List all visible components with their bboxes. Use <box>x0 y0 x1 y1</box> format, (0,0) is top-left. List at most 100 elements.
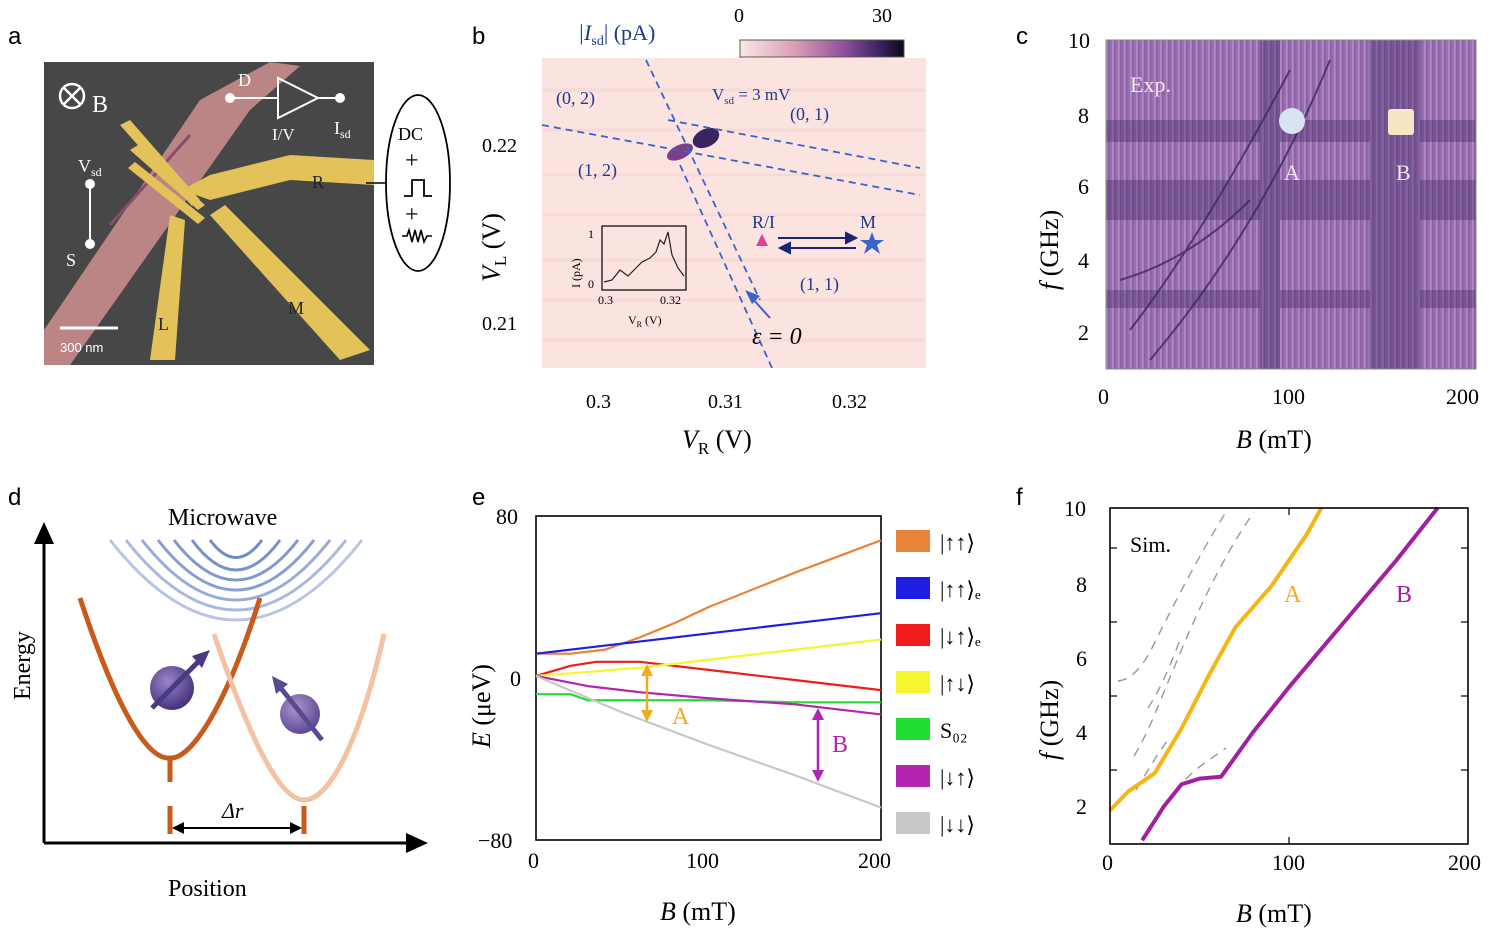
e-legend-swatch-3 <box>896 671 930 693</box>
panel-a: B D I/V Isd Vsd S R L M 300 nm DC + + <box>44 62 451 365</box>
plus-1: + <box>405 148 419 174</box>
e-ytick-neg80: −80 <box>478 828 512 853</box>
microwave-label: Microwave <box>168 505 277 531</box>
e-xtick-100: 100 <box>686 848 719 873</box>
gate-signal-box <box>385 94 451 272</box>
label-D: D <box>238 70 251 90</box>
right-well <box>211 633 387 803</box>
panel-label-f: f <box>1016 484 1023 511</box>
inset-xtick-2: 0.32 <box>660 293 681 307</box>
field-in-icon <box>58 82 86 110</box>
e-legend-label-0: |↑↑⟩ <box>940 530 975 555</box>
inset-ytick-1: 1 <box>588 227 594 241</box>
e-xtick-200: 200 <box>858 848 891 873</box>
c-xlabel: B (mT) <box>1236 425 1312 454</box>
c-xtick-0: 0 <box>1098 384 1109 409</box>
charge-boundaries <box>541 59 921 369</box>
f-xtick-200: 200 <box>1448 850 1481 875</box>
inset-xtick-1: 0.3 <box>598 293 613 307</box>
panel-c: Exp. A B 0 100 200 10 8 6 4 2 B (mT) f (… <box>1035 28 1479 454</box>
label-L: L <box>158 314 169 334</box>
panel-label-d: d <box>8 484 21 511</box>
f-label-a: A <box>1284 582 1302 608</box>
e-ytick-80: 80 <box>496 504 518 529</box>
c-xtick-200: 200 <box>1446 384 1479 409</box>
e-legend-swatch-2 <box>896 624 930 646</box>
region-12: (1, 2) <box>578 160 617 181</box>
e-arrow-b <box>812 708 824 782</box>
c-xtick-100: 100 <box>1272 384 1305 409</box>
e-label-b: B <box>832 732 848 758</box>
b-ytick-2: 0.21 <box>482 313 517 335</box>
left-well <box>77 597 263 761</box>
e-arrow-a <box>641 664 653 722</box>
e-legend-label-6: |↓↓⟩ <box>940 812 975 837</box>
e-series-6 <box>535 674 882 809</box>
inset-axes <box>601 225 687 291</box>
f-ytick-8: 8 <box>1076 572 1087 597</box>
panel-e: A B 0 100 200 80 0 −80 B (mT) E (μeV) |↑… <box>467 504 981 926</box>
f-xtick-0: 0 <box>1102 850 1113 875</box>
region-11: (1, 1) <box>800 274 839 295</box>
e-legend-label-1: |↑↑⟩ₑ <box>940 577 981 602</box>
e-legend-label-5: |↓↑⟩ <box>940 765 975 790</box>
e-series-2 <box>535 660 882 692</box>
label-vsd: Vsd <box>78 156 102 179</box>
label-m: M <box>860 212 876 232</box>
f-xtick-100: 100 <box>1272 850 1305 875</box>
b-xtick-3: 0.32 <box>832 391 867 413</box>
microwave-waves <box>108 539 364 622</box>
b-xtick-2: 0.31 <box>708 391 743 413</box>
e-series-3 <box>535 638 882 678</box>
e-series-5 <box>535 674 882 716</box>
delta-r-label: Δr <box>221 798 244 823</box>
e-plot-area <box>535 515 882 841</box>
microwave-signal-icon <box>402 227 432 245</box>
pulse-icon <box>404 179 432 197</box>
marker-b-square <box>1388 109 1414 135</box>
label-R: R <box>312 172 324 192</box>
panel-label-c: c <box>1016 23 1028 50</box>
e-legend-label-4: S₀₂ <box>940 718 968 743</box>
f-ytick-6: 6 <box>1076 646 1087 671</box>
c-ytick-2: 2 <box>1078 320 1089 345</box>
e-ytick-0: 0 <box>510 666 521 691</box>
colorbar <box>739 39 905 58</box>
colorbar-title: |Isd| (pA) <box>578 20 655 49</box>
resonance-lines <box>1119 59 1331 361</box>
panel-f: Sim. A B 0 100 200 10 8 6 4 2 B (mT) f (… <box>1035 496 1481 928</box>
f-ytick-10: 10 <box>1064 496 1086 521</box>
position-label: Position <box>168 876 247 902</box>
stability-map <box>542 58 926 368</box>
c-ytick-4: 4 <box>1078 248 1089 273</box>
e-label-a: A <box>672 704 690 730</box>
f-ytick-2: 2 <box>1076 794 1087 819</box>
e-legend-swatch-0 <box>896 530 930 552</box>
label-B: B <box>92 92 108 118</box>
gate-electrodes <box>120 120 374 360</box>
c-ylabel: f (GHz) <box>1035 210 1064 290</box>
e-legend-swatch-6 <box>896 812 930 834</box>
c-note: Exp. <box>1130 72 1171 97</box>
b-xlabel: VR (V) <box>682 425 752 458</box>
marker-a-circle <box>1279 108 1305 134</box>
b-ytick-1: 0.22 <box>482 135 517 157</box>
vsd-note: Vsd = 3 mV <box>712 85 791 107</box>
e-legend-swatch-1 <box>896 577 930 599</box>
triple-point-upper <box>692 127 720 149</box>
label-ri: R/I <box>752 212 775 232</box>
f-note: Sim. <box>1130 532 1171 557</box>
m-star-marker <box>860 232 884 254</box>
amplifier-icon <box>277 76 321 120</box>
energy-arrow-icon <box>34 522 54 544</box>
e-series-4 <box>536 693 881 704</box>
e-series-0 <box>536 539 882 655</box>
panel-d: Energy Position Microwave Δr <box>10 505 428 902</box>
region-01: (0, 1) <box>790 104 829 125</box>
b-ylabel: VL (V) <box>477 213 510 282</box>
e-legend-swatch-5 <box>896 765 930 787</box>
triple-point-lower <box>666 143 694 161</box>
c-ytick-10: 10 <box>1068 28 1090 53</box>
scale-label: 300 nm <box>60 340 103 355</box>
inset-ytick-0: 0 <box>588 277 594 291</box>
